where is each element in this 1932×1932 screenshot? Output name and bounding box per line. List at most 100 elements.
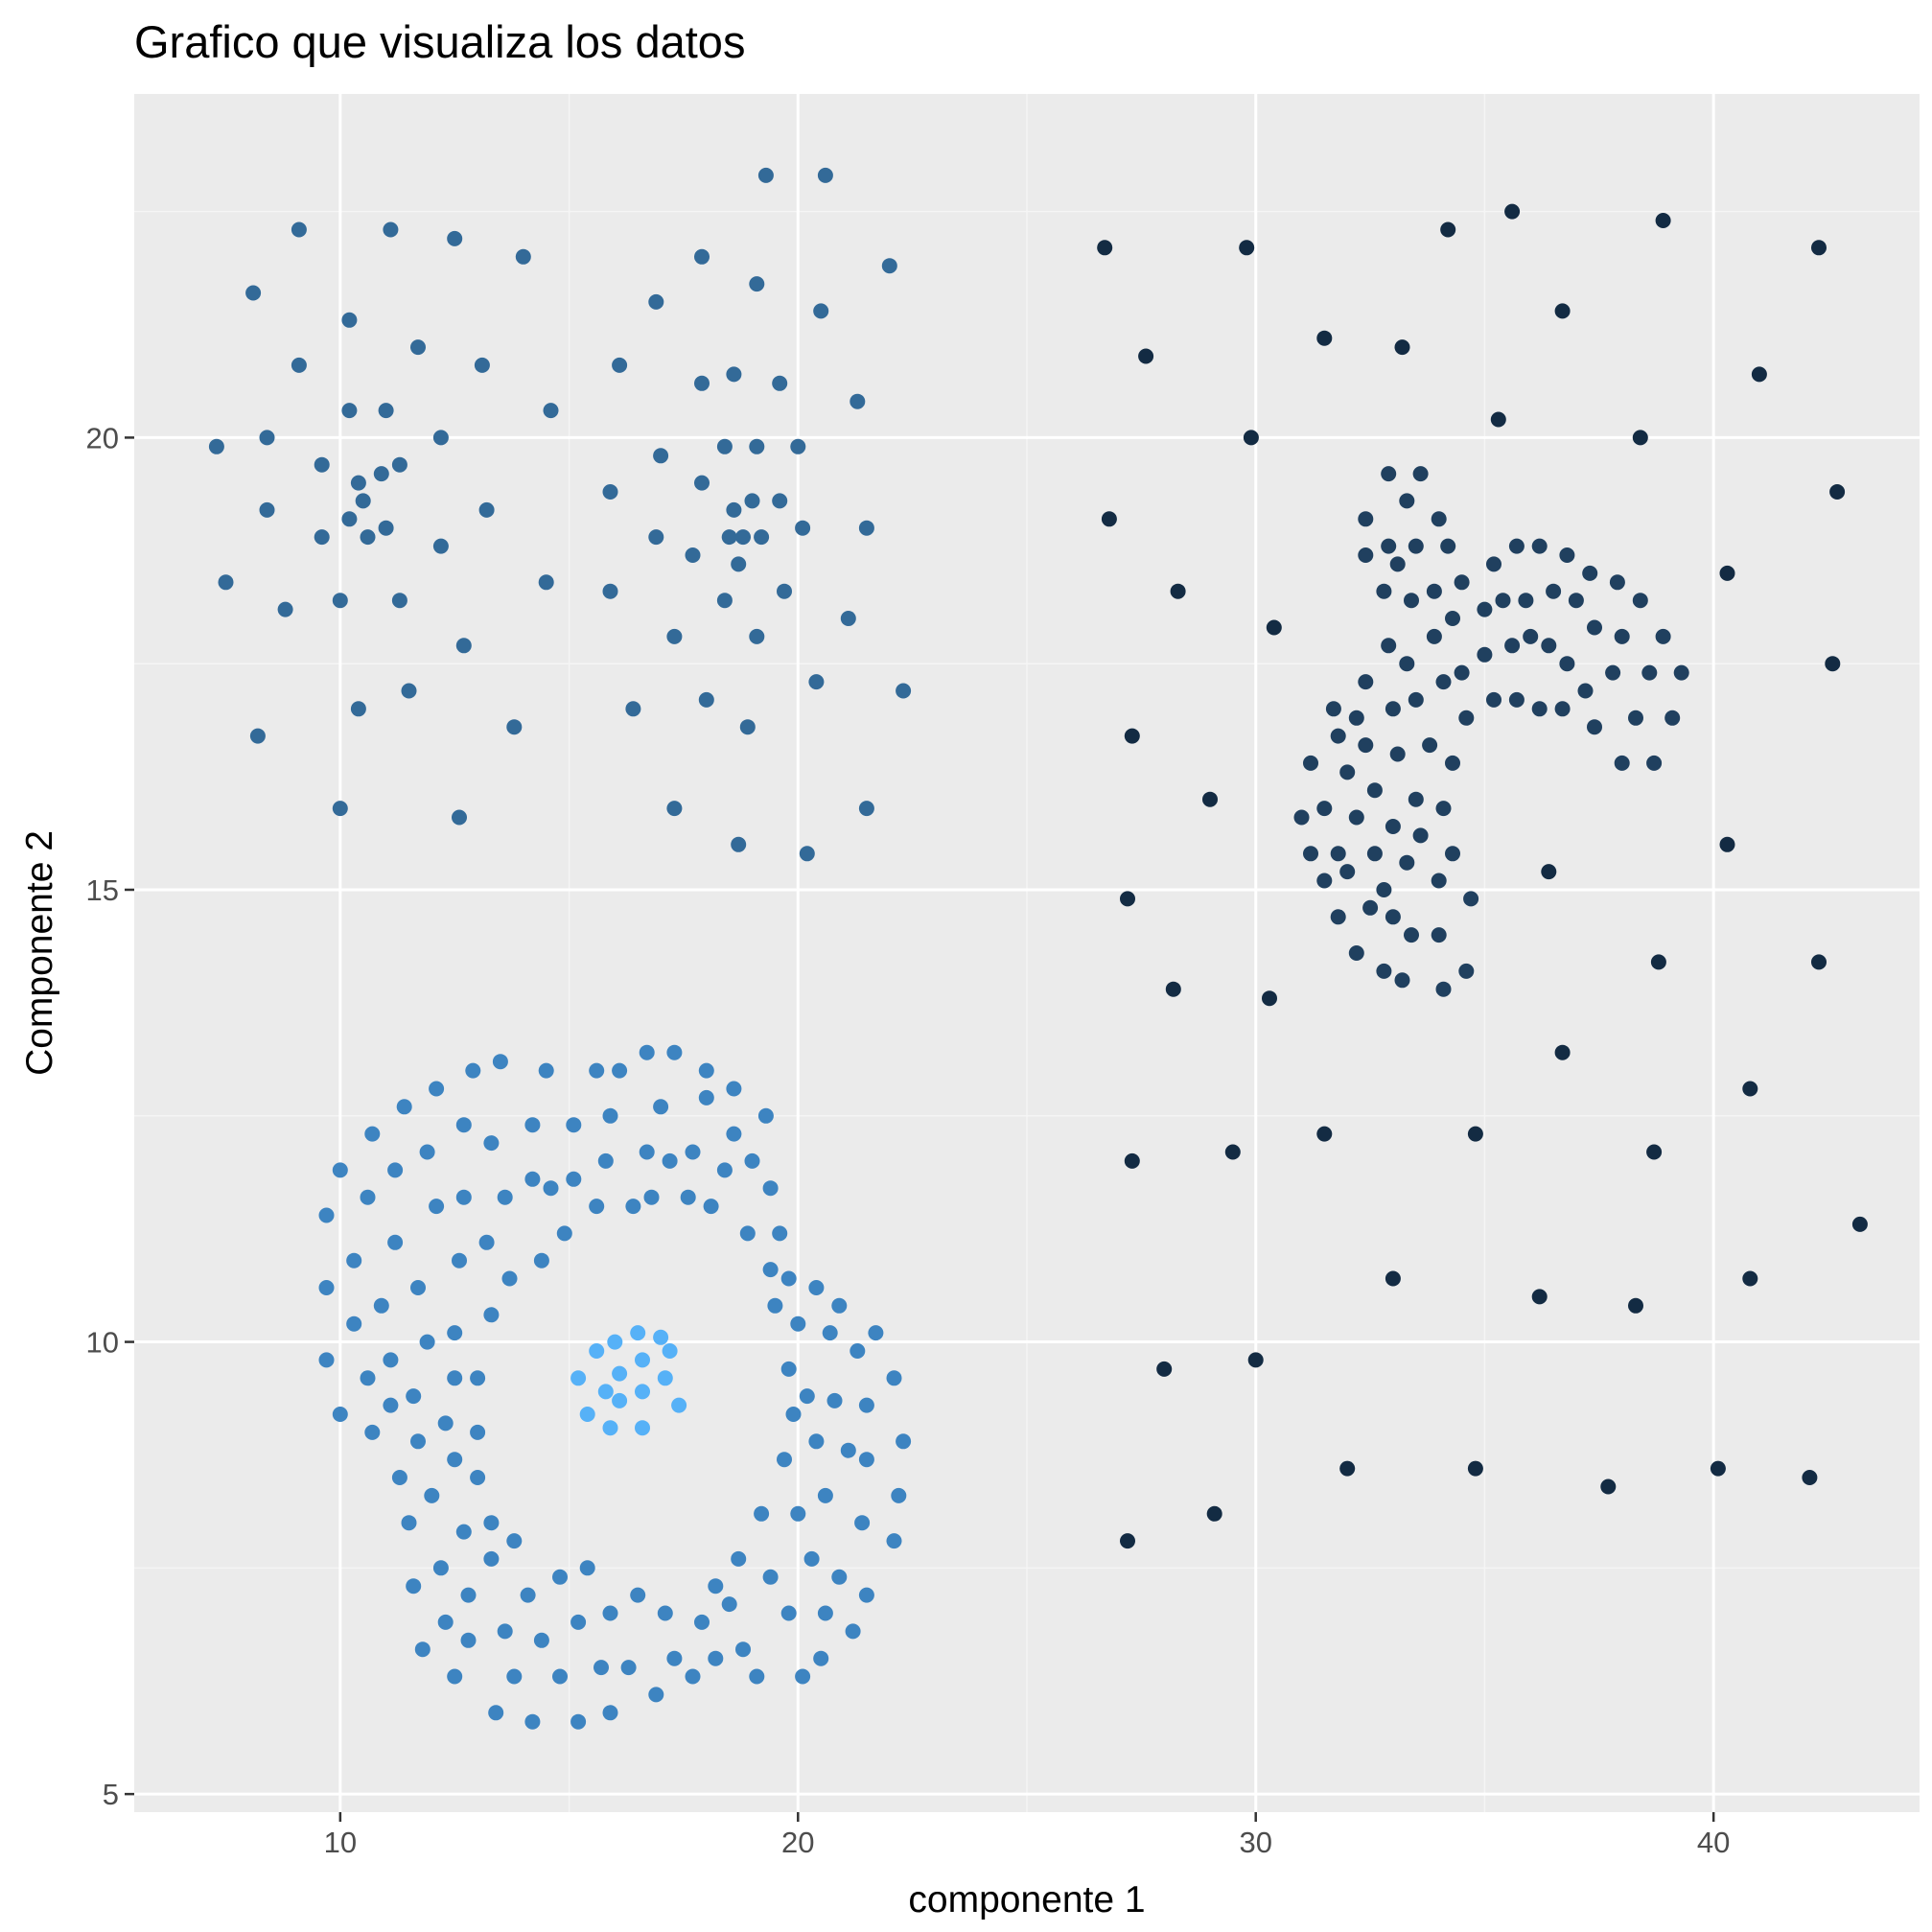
data-point [625,1199,641,1215]
data-point [1381,638,1397,654]
data-point [488,1705,504,1721]
data-point [1165,981,1181,997]
data-point [666,1044,683,1060]
data-point [858,1587,874,1603]
data-point [850,1343,866,1359]
data-point [1389,746,1406,762]
data-point [1381,466,1397,482]
data-point [1339,1460,1356,1477]
data-point [218,574,234,591]
data-point [721,529,737,546]
data-point [1358,511,1374,527]
data-point [757,167,774,183]
data-point [625,701,641,717]
data-point [607,1334,623,1350]
data-point [360,529,376,546]
data-point [1412,827,1429,844]
data-point [410,1280,426,1295]
data-point [373,466,389,482]
data-point [826,1392,843,1408]
data-point [735,1641,751,1658]
data-point [762,1180,779,1197]
data-point [1435,801,1452,817]
data-point [1124,1152,1140,1169]
data-point [639,1044,655,1060]
data-point [694,248,710,265]
data-point [506,1668,523,1685]
data-point [1664,710,1681,726]
data-point [1632,430,1648,446]
data-point [716,1162,733,1178]
data-point [1811,240,1827,256]
data-point [1559,547,1575,563]
data-point [1412,466,1429,482]
data-point [813,303,829,319]
data-point [1541,864,1557,880]
data-point [277,601,293,617]
data-point [744,1152,760,1169]
data-point [1358,737,1374,754]
data-point [1435,674,1452,690]
data-point [414,1641,431,1658]
data-point [1531,538,1548,554]
data-point [318,1280,335,1295]
data-point [1628,710,1643,726]
data-point [1376,583,1392,599]
data-point [1546,583,1562,599]
data-point [739,719,756,735]
data-point [364,1424,381,1440]
data-point [648,1687,664,1703]
data-point [364,1126,381,1142]
data-point [1632,593,1648,609]
data-point [1339,864,1356,880]
data-point [1600,1478,1617,1495]
minor-gridlines [134,94,1920,1812]
data-point [795,1668,811,1685]
data-point [896,1433,912,1450]
data-point [1097,240,1113,256]
data-point [419,1144,435,1160]
data-point [1554,701,1571,717]
data-point [383,1397,399,1413]
data-point [845,1623,861,1640]
data-point [470,1424,486,1440]
data-point [1614,628,1630,644]
data-point [744,493,760,509]
data-point [332,801,348,817]
data-point [799,1388,815,1405]
data-point [1508,538,1525,554]
data-point [447,230,463,246]
data-point [570,1370,587,1386]
data-point [515,248,531,265]
data-point [767,1297,783,1314]
data-point [822,1325,838,1341]
data-point [891,1487,907,1503]
x-axis: 10 20 30 40 [324,1812,1730,1859]
data-point [602,1605,618,1621]
major-gridlines [134,94,1920,1812]
data-point [346,1252,362,1269]
data-point [817,1487,833,1503]
data-point [406,1578,422,1594]
data-point [1303,755,1318,771]
data-point [1330,909,1346,925]
data-point [1262,990,1277,1007]
data-point [1243,430,1259,446]
data-point [391,1470,407,1485]
data-point [1467,1126,1483,1142]
data-point [726,501,742,518]
data-point [291,357,307,373]
data-point [291,221,307,238]
data-point [350,475,366,491]
data-point [694,1614,710,1630]
data-point [1381,538,1397,554]
data-point [808,1280,825,1295]
data-point [671,1397,687,1413]
data-point [1504,638,1521,654]
data-point [506,719,523,735]
data-point [777,1452,792,1468]
data-point [1458,710,1475,726]
data-point [731,836,747,852]
data-point [1362,899,1379,916]
data-point [524,1171,541,1187]
